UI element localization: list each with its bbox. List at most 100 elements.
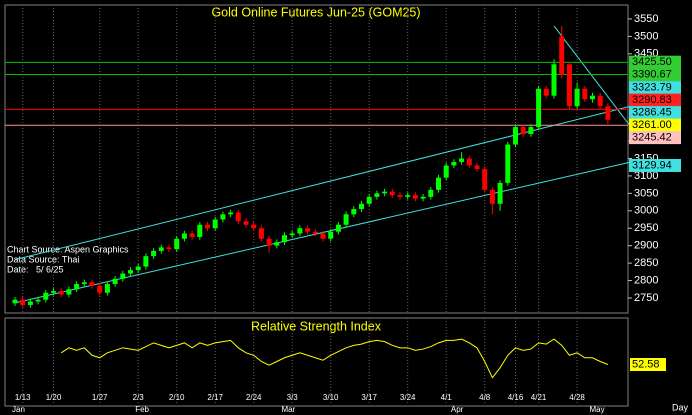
- level-label: 3129.94: [632, 159, 672, 171]
- candle-body: [343, 214, 349, 225]
- candle-body: [243, 221, 249, 225]
- candle-body: [135, 266, 141, 271]
- candle-body: [166, 247, 172, 250]
- x-tick-label: 2/24: [246, 393, 262, 402]
- candle-body: [513, 127, 518, 145]
- candle-body: [212, 219, 218, 229]
- level-label: 3425.50: [632, 56, 672, 68]
- candle-body: [597, 95, 603, 107]
- candle-body: [251, 224, 257, 229]
- candle-body: [151, 250, 157, 257]
- x-tick-label: 4/21: [531, 393, 547, 402]
- candle-body: [197, 224, 203, 237]
- candle-body: [51, 291, 56, 293]
- rsi-title: Relative Strength Index: [251, 319, 382, 333]
- level-label-bg: [629, 131, 681, 145]
- candle-body: [81, 282, 87, 285]
- y-tick-label: 3500: [634, 30, 658, 42]
- x-tick-label: 4/28: [569, 393, 585, 402]
- level-label: 3261.00: [632, 119, 672, 131]
- candle-body: [566, 64, 572, 107]
- candle-body: [459, 158, 465, 162]
- level-label-bg: [629, 106, 681, 120]
- month-label: Apr: [451, 405, 464, 414]
- y-tick-label: 2850: [634, 257, 658, 269]
- candle-body: [220, 214, 226, 220]
- candle-body: [12, 299, 18, 304]
- x-tick-label: 2/3: [133, 393, 145, 402]
- candle-body: [366, 196, 372, 204]
- candle-body: [27, 301, 33, 305]
- candle-body: [397, 195, 403, 197]
- candle-body: [497, 182, 503, 204]
- candle-body: [474, 165, 480, 169]
- month-label: Jan: [12, 405, 25, 414]
- candle-body: [189, 233, 195, 237]
- trend-line: [14, 105, 632, 261]
- candle-body: [374, 193, 380, 197]
- y-tick-label: 2900: [634, 240, 658, 252]
- candle-body: [328, 231, 334, 239]
- candle-body: [320, 233, 326, 239]
- candle-body: [520, 127, 526, 135]
- candle-body: [158, 247, 164, 251]
- x-tick-label: 1/27: [92, 393, 108, 402]
- chart-title: Gold Online Futures Jun-25 (GOM25): [211, 5, 420, 19]
- x-tick-label: 2/10: [169, 393, 185, 402]
- y-tick-label: 2750: [634, 292, 658, 304]
- candle-body: [590, 95, 595, 100]
- candle-body: [104, 284, 110, 293]
- candle-body: [35, 299, 41, 302]
- trend-line: [553, 25, 632, 128]
- x-tick-label: 3/24: [400, 393, 416, 402]
- candle-body: [312, 231, 318, 234]
- y-tick-label: 3550: [634, 13, 658, 25]
- candle-body: [505, 144, 511, 183]
- note: Date: 5/ 6/25: [7, 264, 64, 274]
- candle-body: [66, 289, 72, 295]
- candle-body: [405, 195, 411, 197]
- candle-body: [536, 88, 542, 128]
- rsi-panel: [4, 317, 629, 407]
- x-axis-label: Day: [672, 402, 689, 412]
- candle-body: [559, 36, 565, 75]
- note: Data Source: Thai: [7, 254, 79, 264]
- rsi-line: [60, 338, 609, 379]
- candle-body: [528, 127, 534, 135]
- level-label: 3323.79: [632, 82, 672, 94]
- candle-body: [120, 273, 126, 279]
- y-tick-label: 3100: [634, 170, 658, 182]
- x-tick-label: 3/10: [323, 393, 339, 402]
- x-tick-label: 3/3: [287, 393, 299, 402]
- level-label-bg: [629, 118, 681, 132]
- candle-body: [489, 189, 495, 204]
- candle-body: [297, 228, 303, 234]
- x-tick-label: 4/16: [508, 393, 524, 402]
- candle-body: [282, 235, 287, 243]
- candle-body: [258, 228, 264, 239]
- candle-body: [428, 189, 434, 197]
- candle-body: [235, 212, 241, 222]
- candle-body: [274, 242, 280, 246]
- candle-body: [389, 191, 395, 196]
- candle-body: [74, 284, 80, 290]
- candle-body: [305, 228, 311, 232]
- candle-body: [97, 285, 103, 293]
- price-panel: [4, 4, 629, 314]
- candle-body: [466, 158, 472, 166]
- candle-body: [289, 233, 295, 236]
- candle-body: [58, 291, 64, 295]
- candle-body: [43, 292, 49, 300]
- candle-body: [574, 88, 580, 107]
- candle-body: [412, 195, 418, 199]
- candle-body: [351, 209, 357, 215]
- candle-body: [266, 238, 272, 246]
- candle-body: [228, 212, 234, 215]
- candle-body: [605, 106, 611, 120]
- x-tick-label: 2/17: [207, 393, 223, 402]
- x-tick-label: 1/20: [46, 393, 62, 402]
- candle-body: [335, 224, 341, 232]
- level-label: 3390.67: [632, 69, 672, 81]
- candle-body: [181, 233, 187, 239]
